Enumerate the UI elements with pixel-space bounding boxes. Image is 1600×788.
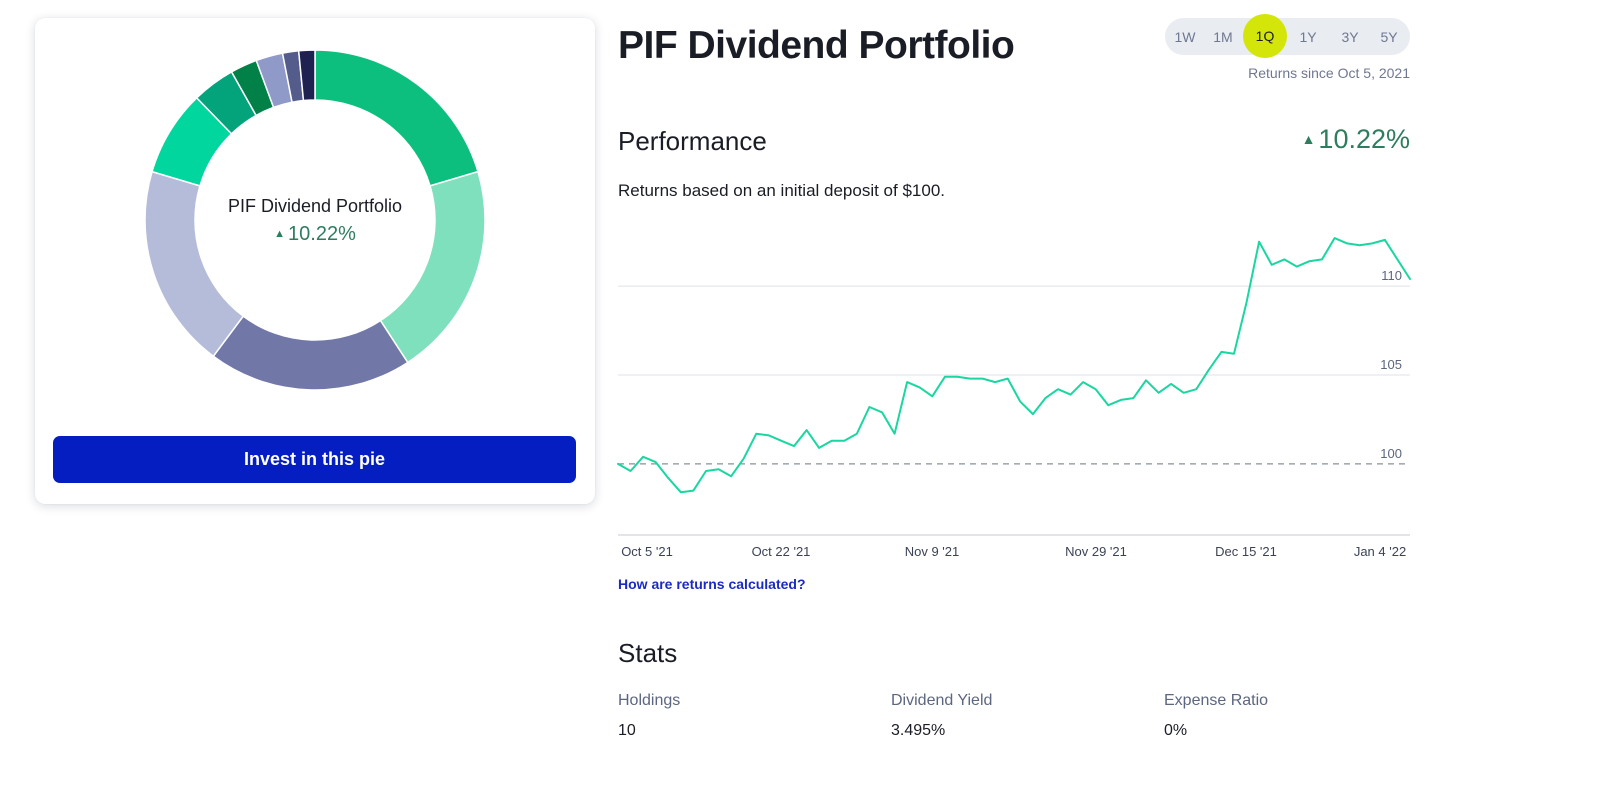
stat-dividend-yield: Dividend Yield 3.495% [891, 692, 992, 740]
range-3y-button[interactable]: 3Y [1331, 18, 1369, 55]
donut-return: ▲ 10.22% [215, 223, 415, 246]
performance-heading: Performance [618, 126, 767, 156]
invest-button[interactable]: Invest in this pie [53, 436, 576, 483]
stat-value: 3.495% [891, 722, 946, 739]
stat-label: Dividend Yield [891, 692, 993, 709]
donut-center-label: PIF Dividend Portfolio ▲ 10.22% [215, 196, 415, 246]
x-tick-label: Jan 4 '22 [1354, 544, 1406, 559]
stat-value: 0% [1164, 722, 1188, 739]
stat-label: Expense Ratio [1164, 692, 1269, 709]
portfolio-pie-card: PIF Dividend Portfolio ▲ 10.22% Invest in… [35, 18, 595, 504]
donut-slice-10[interactable] [297, 49, 316, 102]
x-tick-label: Nov 29 '21 [1065, 544, 1127, 559]
performance-value: ▲ 10.22% [1302, 124, 1410, 155]
donut-slice-3[interactable] [212, 315, 409, 391]
stats-heading: Stats [618, 638, 678, 668]
y-tick-label: 105 [1380, 357, 1402, 372]
y-tick-label: 100 [1380, 446, 1402, 461]
x-tick-label: Nov 9 '21 [905, 544, 960, 559]
range-1w-button[interactable]: 1W [1167, 18, 1203, 55]
x-tick-label: Dec 15 '21 [1215, 544, 1277, 559]
donut-slice-1[interactable] [314, 49, 479, 187]
performance-series-line[interactable] [617, 237, 1411, 494]
page-title: PIF Dividend Portfolio [618, 24, 1015, 67]
y-tick-label: 110 [1381, 268, 1402, 283]
stat-value: 10 [618, 722, 636, 739]
range-1y-button[interactable]: 1Y [1289, 18, 1327, 55]
range-1m-button[interactable]: 1M [1205, 18, 1241, 55]
x-tick-label: Oct 22 '21 [752, 544, 811, 559]
range-1q-button[interactable]: 1Q [1243, 14, 1287, 58]
performance-value-text: 10.22% [1318, 124, 1410, 154]
donut-portfolio-name: PIF Dividend Portfolio [227, 196, 403, 216]
returns-since-label: Returns since Oct 5, 2021 [1248, 65, 1410, 81]
donut-return-value: 10.22% [288, 223, 356, 245]
up-arrow-icon: ▲ [1301, 131, 1316, 147]
performance-description: Returns based on an initial deposit of $… [618, 181, 946, 200]
x-tick-label: Oct 5 '21 [621, 544, 673, 559]
range-5y-button[interactable]: 5Y [1370, 18, 1408, 55]
stat-expense-ratio: Expense Ratio 0% [1164, 692, 1268, 740]
time-range-selector: 1W 1M 1Q 1Y 3Y 5Y [1165, 14, 1410, 58]
returns-calculation-link[interactable]: How are returns calculated? [618, 576, 806, 592]
up-arrow-icon: ▲ [274, 228, 286, 240]
stat-label: Holdings [618, 692, 681, 709]
stat-holdings: Holdings 10 [618, 692, 680, 740]
allocation-donut-chart[interactable] [35, 18, 595, 438]
